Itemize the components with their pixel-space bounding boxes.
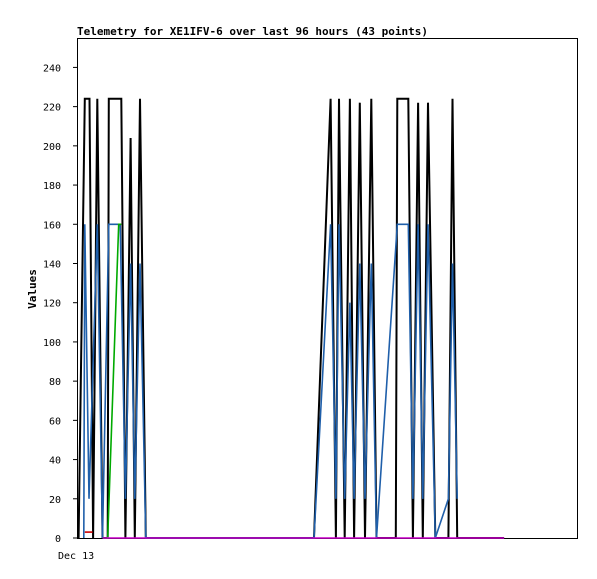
x-tick-label: Dec 13 [58,551,94,562]
y-tick-label: 240 [43,63,61,74]
chart-title: Telemetry for XE1IFV-6 over last 96 hour… [77,25,428,38]
y-axis-label: Values [26,269,39,309]
y-tick-label: 100 [43,338,61,349]
y-tick-label: 80 [49,377,61,388]
y-tick-label: 60 [49,416,61,427]
y-tick-label: 40 [49,456,61,467]
plot-lines [77,97,505,539]
y-tick-label: 200 [43,142,61,153]
y-tick-label: 0 [55,534,61,545]
y-axis: 0 20 40 60 80 100 120 140 160 180 200 220 240 [43,63,77,545]
y-tick-label: 180 [43,181,61,192]
y-tick-label: 140 [43,259,61,270]
y-tick-label: 120 [43,299,61,310]
y-tick-label: 220 [43,103,61,114]
series-line-2 [83,223,458,539]
y-tick-label: 20 [49,495,61,506]
y-tick-label: 160 [43,220,61,231]
